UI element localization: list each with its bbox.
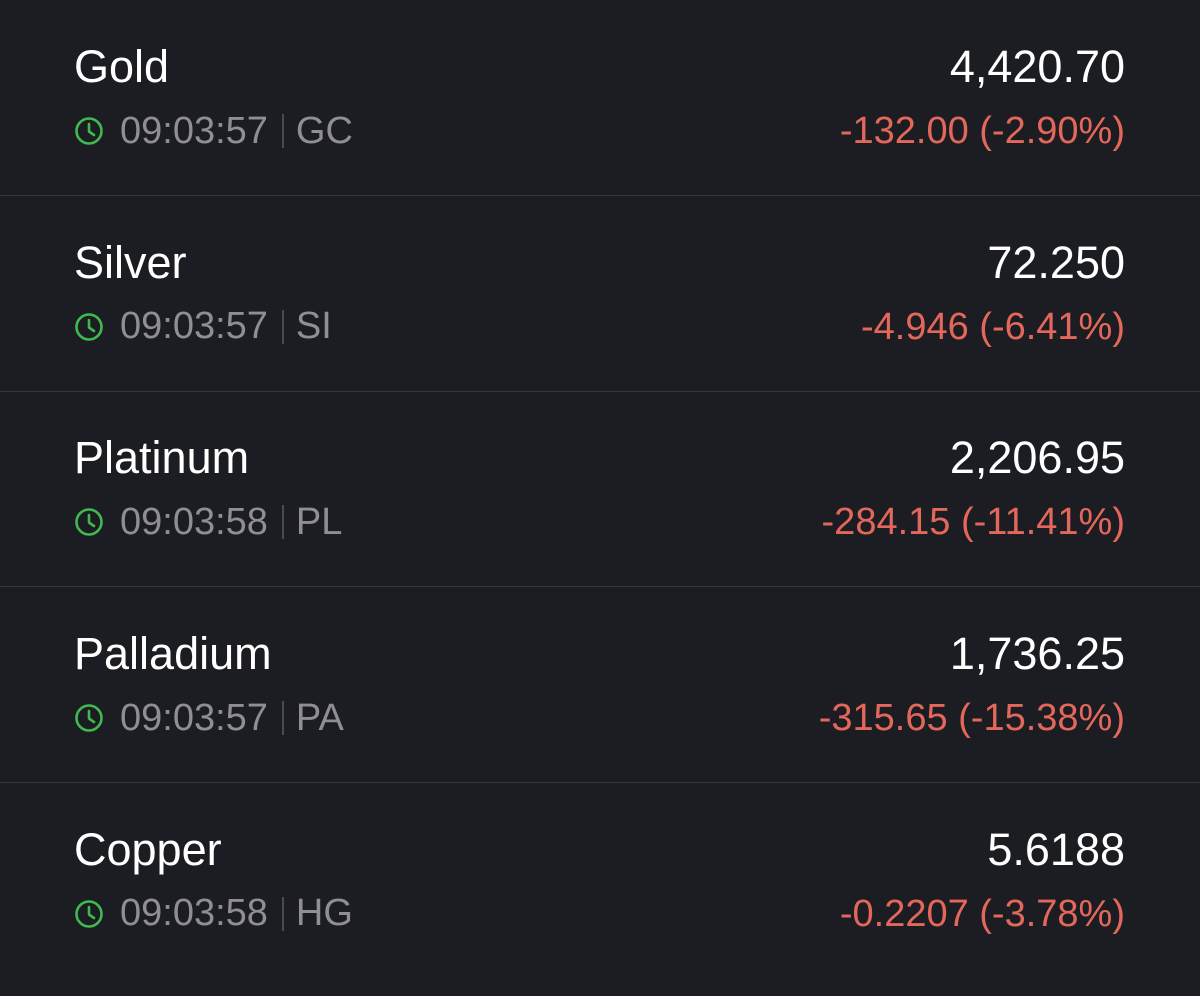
price: 4,420.70 [949, 41, 1125, 92]
quote-row[interactable]: Palladium 09:03:57 PA 1,736.25 -315.65 (-15.… [0, 587, 1200, 784]
quote-meta: 09:03:57 SI [74, 304, 332, 350]
quote-row[interactable]: Gold 09:03:57 GC 4,420.70 -132.00 (-2.90%) [0, 0, 1200, 196]
price: 1,736.25 [949, 628, 1125, 680]
price: 5.6188 [987, 823, 1125, 875]
quote-time: 09:03:57 [120, 109, 268, 152]
price: 2,206.95 [949, 432, 1125, 484]
price-change: -284.15 (-11.41%) [821, 501, 1125, 544]
symbol: SI [295, 305, 332, 348]
divider [281, 896, 284, 931]
symbol: PL [295, 500, 343, 543]
quote-row[interactable]: Copper 09:03:58 HG 5.6188 -0.2207 (-3.78%) [0, 783, 1200, 979]
price-change: -0.2207 (-3.78%) [839, 892, 1125, 935]
clock-icon [75, 899, 103, 928]
quote-time: 09:03:57 [120, 696, 268, 739]
price-change: -315.65 (-15.38%) [818, 697, 1125, 740]
divider [281, 505, 284, 540]
quote-meta: 09:03:57 PA [74, 695, 344, 741]
clock-icon [75, 312, 103, 341]
clock-icon [75, 508, 103, 537]
quote-meta: 09:03:58 PL [74, 499, 342, 545]
divider [281, 114, 284, 148]
price-change: -4.946 (-6.41%) [860, 305, 1125, 348]
quote-time: 09:03:58 [120, 500, 268, 543]
quote-row[interactable]: Platinum 09:03:58 PL 2,206.95 -284.15 (-11.4… [0, 391, 1200, 588]
instrument-name: Silver [74, 236, 187, 288]
divider [281, 701, 284, 736]
quote-time: 09:03:58 [120, 892, 268, 935]
instrument-name: Platinum [74, 432, 250, 484]
clock-icon [75, 704, 103, 732]
quote-meta: 09:03:58 HG [74, 891, 353, 937]
symbol: HG [295, 892, 353, 935]
symbol: GC [295, 109, 353, 152]
instrument-name: Palladium [74, 628, 272, 680]
instrument-name: Gold [74, 41, 170, 92]
instrument-name: Copper [74, 823, 222, 875]
quote-time: 09:03:57 [120, 305, 268, 348]
quote-meta: 09:03:57 GC [74, 108, 353, 154]
quote-row[interactable]: Silver 09:03:57 SI 72.250 -4.946 (-6.41%) [0, 196, 1200, 392]
divider [281, 309, 284, 344]
price: 72.250 [987, 236, 1125, 288]
price-change: -132.00 (-2.90%) [839, 110, 1125, 152]
clock-icon [75, 117, 103, 145]
symbol: PA [295, 696, 344, 739]
